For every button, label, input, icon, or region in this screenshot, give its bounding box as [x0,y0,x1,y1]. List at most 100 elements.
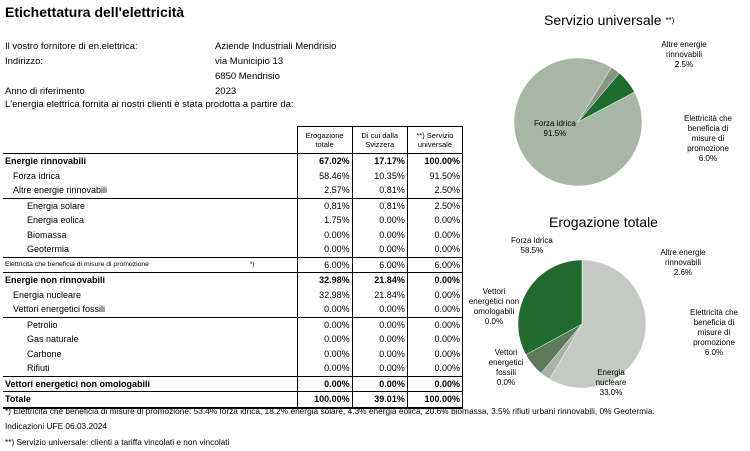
supplier-label: Il vostro fornitore di en.elettrica: [5,41,138,52]
address-label: Indirizzo: [5,56,44,67]
row-value-total: 2.57% [296,183,353,198]
row-value-universal: 0.00% [406,346,464,361]
row-label: Energia nucleare [3,288,297,303]
table-row-biomassa: Biomassa 0.00% 0.00% 0.00% [3,227,464,242]
row-label: Elettricità che beneficia di misure di p… [3,256,298,273]
row-value-swiss: 0.00% [351,346,408,361]
row-label-text: Forza idrica [13,170,61,181]
row-value-universal: 0.00% [406,332,464,347]
chart1-pie [513,57,643,187]
row-value-universal: 0.00% [406,302,464,317]
chart1-label-forza-idrica: Forza idrica 91.5% [534,119,576,138]
table-row-petrolio: Petrolio 0.00% 0.00% 0.00% [3,316,464,332]
row-label-text: Biomassa [27,229,67,240]
row-value-swiss: 0.00% [351,227,408,242]
row-value-universal: 0.00% [406,375,464,392]
chart2-label-non-omologabili: Vettori energetici non omologabili 0.0% [468,287,520,326]
row-value-total: 32.98% [296,287,353,302]
row-value-universal: 0.00% [406,361,464,376]
row-label-text: Energia eolica [27,215,85,226]
chart2-title: Erogazione totale [549,214,658,230]
row-value-total: 0.00% [296,316,353,332]
chart2-label-fossili: Vettori energetici fossili 0.0% [488,348,524,387]
row-label: Petrolio [3,316,298,332]
row-label: Energie rinnovabili [3,153,298,169]
row-label-text: Energia nucleare [13,289,82,300]
row-label-text: Petrolio [27,319,58,330]
row-label-text: Vettori energetici fossili [13,304,106,315]
table-row-geotermia: Geotermia 0.00% 0.00% 0.00% [3,242,464,257]
footnote-universal: **) Servizio universale: clienti a tarif… [5,437,230,447]
year-value: 2023 [215,86,237,97]
row-value-total: 0.00% [296,346,353,361]
table-row-gas-naturale: Gas naturale 0.00% 0.00% 0.00% [3,332,464,347]
chart1-slice-2 [577,72,635,123]
row-value-universal: 2.50% [406,197,464,213]
row-value-swiss: 6.00% [351,256,408,273]
row-label: Vettori energetici fossili [3,302,297,317]
chart2-label-altre: Altre energie rinnovabili 2.6% [660,248,706,277]
row-value-swiss: 0.00% [351,361,408,376]
row-value-total: 67.02% [296,153,353,169]
row-value-total: 6.00% [296,256,353,273]
row-note: *) [249,260,255,268]
row-value-swiss: 0.00% [351,316,408,332]
row-value-total: 0.00% [296,302,353,317]
row-label: Energia eolica [3,213,297,228]
row-value-universal: 6.00% [406,256,464,273]
row-label: Energie non rinnovabili [3,272,298,288]
energy-table: Erogazione totale Di cui dalla Svizzera … [3,126,464,409]
table-row-fossili: Vettori energetici fossili 0.00% 0.00% 0.00… [3,302,464,317]
row-label: Gas naturale [3,332,297,347]
row-value-total: 0.00% [296,361,353,376]
row-value-swiss: 17.17% [351,153,408,169]
row-value-swiss: 0.00% [351,242,408,257]
chart1-title: Servizio universale **) [544,12,675,28]
table-row-non-omologabili: Vettori energetici non omologabili 0.00% 0… [3,375,464,392]
row-label: Geotermia [3,242,297,257]
header-swiss: Di cui dalla Svizzera [351,126,408,154]
row-value-universal: 0.00% [406,287,464,302]
row-value-total: 0.00% [296,227,353,242]
table-row-eolica: Energia eolica 1.75% 0.00% 0.00% [3,213,464,228]
row-value-swiss: 0.00% [351,213,408,228]
footnote-promotion: *) Elettricità che beneficia di misure d… [5,406,655,416]
row-value-universal: 0.00% [406,242,464,257]
row-value-total: 58.46% [296,168,353,183]
row-label: Totale [3,391,298,409]
row-label: Energia solare [3,197,298,213]
row-value-universal: 0.00% [406,213,464,228]
row-value-swiss: 0.00% [351,375,408,392]
row-value-universal: 0.00% [406,227,464,242]
row-label-text: Elettricità che beneficia di misure di p… [5,260,149,268]
table-row-nucleare: Energia nucleare 32.98% 21.84% 0.00% [3,287,464,303]
row-label-text: Totale [5,394,31,405]
row-value-universal: 0.00% [406,316,464,332]
chart2-label-promozione: Elettricità che beneficia di misure di p… [689,308,739,357]
table-row-totale: Totale 100.00% 39.01% 100.00% [3,391,464,409]
chart2-label-forza-idrica: Forza idrica 58.5% [511,236,553,255]
header-total: Erogazione totale [296,126,353,154]
table-row-promozione: Elettricità che beneficia di misure di p… [3,256,464,273]
row-label-text: Vettori energetici non omologabili [5,378,151,389]
row-label-text: Gas naturale [27,334,79,345]
row-value-swiss: 0.00% [351,332,408,347]
row-label-text: Energie rinnovabili [5,156,87,167]
table-row-solare: Energia solare 0.81% 0.81% 2.50% [3,197,464,213]
row-value-total: 32.98% [296,272,353,288]
row-label-text: Rifiuti [27,363,50,374]
row-label-text: Altre energie rinnovabili [13,185,108,196]
row-value-universal: 91.50% [406,168,464,183]
year-label: Anno di riferimento [5,86,85,97]
row-value-total: 0.00% [296,242,353,257]
header-universal: **) Servizio universale [406,126,464,154]
row-value-total: 0.00% [296,375,353,392]
chart2-slice-0 [549,259,647,389]
row-value-universal: 100.00% [406,391,464,409]
chart1-label-promozione: Elettricità che beneficia di misure di p… [683,114,733,163]
table-row-rinnovabili: Energie rinnovabili 67.02% 17.17% 100.00% [3,153,464,169]
row-value-swiss: 0.81% [351,183,408,198]
table-row-rifiuti: Rifiuti 0.00% 0.00% 0.00% [3,361,464,376]
row-value-universal: 0.00% [406,272,464,288]
table-row-forza-idrica: Forza idrica 58.46% 10.35% 91.50% [3,168,464,183]
